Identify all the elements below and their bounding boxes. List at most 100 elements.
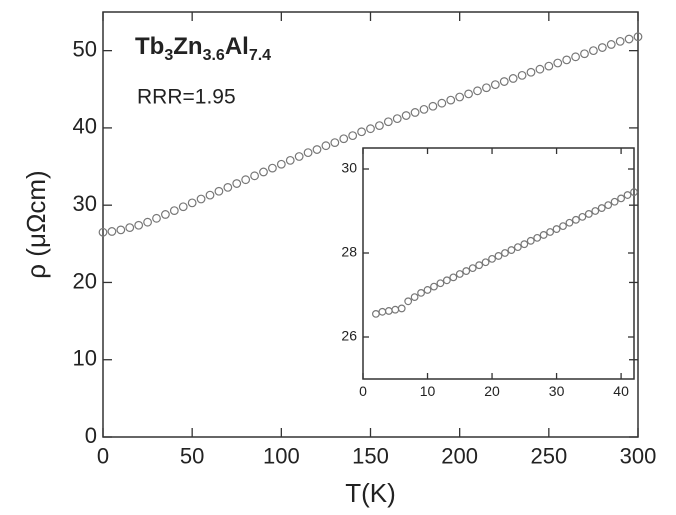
data-point bbox=[437, 98, 447, 108]
data-point bbox=[552, 225, 561, 233]
data-point bbox=[161, 210, 170, 219]
compound-part: Zn bbox=[173, 33, 202, 60]
x-tick-label: 10 bbox=[420, 383, 436, 399]
y-tick-label: 20 bbox=[73, 268, 97, 293]
data-point bbox=[455, 92, 465, 102]
y-tick-label: 50 bbox=[73, 36, 97, 61]
data-point bbox=[259, 167, 268, 177]
data-point bbox=[214, 186, 224, 196]
x-axis-label: T(K) bbox=[345, 478, 396, 508]
x-tick-label: 200 bbox=[441, 444, 478, 469]
data-point bbox=[571, 52, 580, 62]
data-point bbox=[464, 89, 473, 99]
x-tick-label: 100 bbox=[263, 444, 300, 469]
data-point bbox=[442, 276, 451, 285]
data-point bbox=[546, 228, 555, 236]
x-tick-label: 20 bbox=[484, 383, 500, 399]
data-point bbox=[526, 67, 536, 77]
data-point bbox=[321, 141, 331, 151]
data-point bbox=[615, 36, 625, 46]
data-point bbox=[623, 191, 632, 199]
data-point bbox=[449, 273, 458, 282]
data-point bbox=[397, 304, 406, 313]
data-point bbox=[339, 134, 349, 144]
data-point bbox=[513, 243, 522, 252]
data-point bbox=[617, 194, 625, 203]
data-point bbox=[378, 307, 387, 316]
data-point bbox=[499, 77, 509, 86]
data-point bbox=[482, 83, 491, 93]
data-point bbox=[507, 246, 516, 254]
data-point bbox=[606, 40, 616, 49]
data-point bbox=[372, 310, 380, 318]
plot-frame bbox=[102, 11, 639, 438]
data-point bbox=[366, 124, 375, 134]
data-point bbox=[446, 95, 456, 105]
data-point bbox=[591, 207, 600, 215]
data-point bbox=[624, 34, 634, 44]
data-point bbox=[241, 175, 251, 185]
data-point bbox=[285, 155, 295, 165]
data-point bbox=[169, 206, 179, 215]
data-point bbox=[508, 74, 518, 83]
data-point bbox=[187, 198, 197, 208]
data-point bbox=[178, 202, 188, 212]
data-point bbox=[539, 231, 548, 239]
ratio-label: RRR=1.95 bbox=[137, 86, 236, 109]
data-point bbox=[475, 261, 484, 270]
data-point bbox=[391, 305, 400, 314]
compound-label: Tb3Zn3.6Al7.4 bbox=[135, 33, 271, 64]
data-point bbox=[223, 183, 233, 192]
compound-part: Tb bbox=[135, 33, 164, 60]
data-point bbox=[604, 201, 613, 210]
data-point bbox=[597, 43, 607, 52]
data-point bbox=[250, 171, 259, 181]
data-point bbox=[481, 258, 490, 267]
data-point bbox=[348, 131, 358, 141]
data-point bbox=[630, 188, 638, 197]
data-point bbox=[404, 297, 413, 306]
data-point bbox=[501, 249, 509, 257]
data-point bbox=[584, 210, 593, 218]
y-tick-label: 30 bbox=[341, 160, 357, 176]
data-point bbox=[535, 64, 545, 74]
x-tick-label: 50 bbox=[180, 444, 204, 469]
data-point bbox=[330, 138, 340, 147]
x-tick-label: 150 bbox=[352, 444, 389, 469]
data-point bbox=[375, 121, 384, 130]
data-point bbox=[436, 279, 445, 288]
data-point bbox=[383, 117, 393, 127]
data-point bbox=[490, 80, 500, 90]
data-point bbox=[462, 267, 471, 275]
data-point bbox=[580, 49, 589, 59]
data-point bbox=[312, 145, 322, 154]
data-point bbox=[134, 220, 144, 230]
y-tick-label: 28 bbox=[341, 244, 357, 260]
compound-part: 3.6 bbox=[203, 47, 225, 64]
data-point bbox=[423, 286, 432, 294]
y-tick-label: 26 bbox=[341, 328, 357, 344]
data-point bbox=[98, 227, 108, 237]
data-point bbox=[488, 254, 496, 263]
x-tick-label: 40 bbox=[613, 383, 629, 399]
compound-part: 7.4 bbox=[249, 47, 271, 64]
data-point bbox=[428, 101, 438, 111]
data-point bbox=[143, 217, 152, 227]
data-point bbox=[572, 215, 580, 224]
data-point bbox=[276, 159, 286, 169]
data-point bbox=[401, 111, 411, 120]
data-point bbox=[152, 213, 161, 223]
data-point bbox=[410, 108, 420, 117]
data-point bbox=[303, 148, 313, 158]
data-point bbox=[116, 225, 126, 235]
plot-frame bbox=[362, 147, 635, 380]
data-point bbox=[517, 70, 527, 80]
y-tick-label: 0 bbox=[85, 423, 97, 448]
data-point bbox=[392, 114, 402, 124]
data-point bbox=[544, 61, 554, 71]
x-tick-label: 300 bbox=[620, 444, 657, 469]
data-point bbox=[455, 270, 464, 278]
data-point bbox=[410, 293, 419, 302]
x-tick-label: 0 bbox=[359, 383, 367, 399]
data-point bbox=[196, 194, 206, 204]
